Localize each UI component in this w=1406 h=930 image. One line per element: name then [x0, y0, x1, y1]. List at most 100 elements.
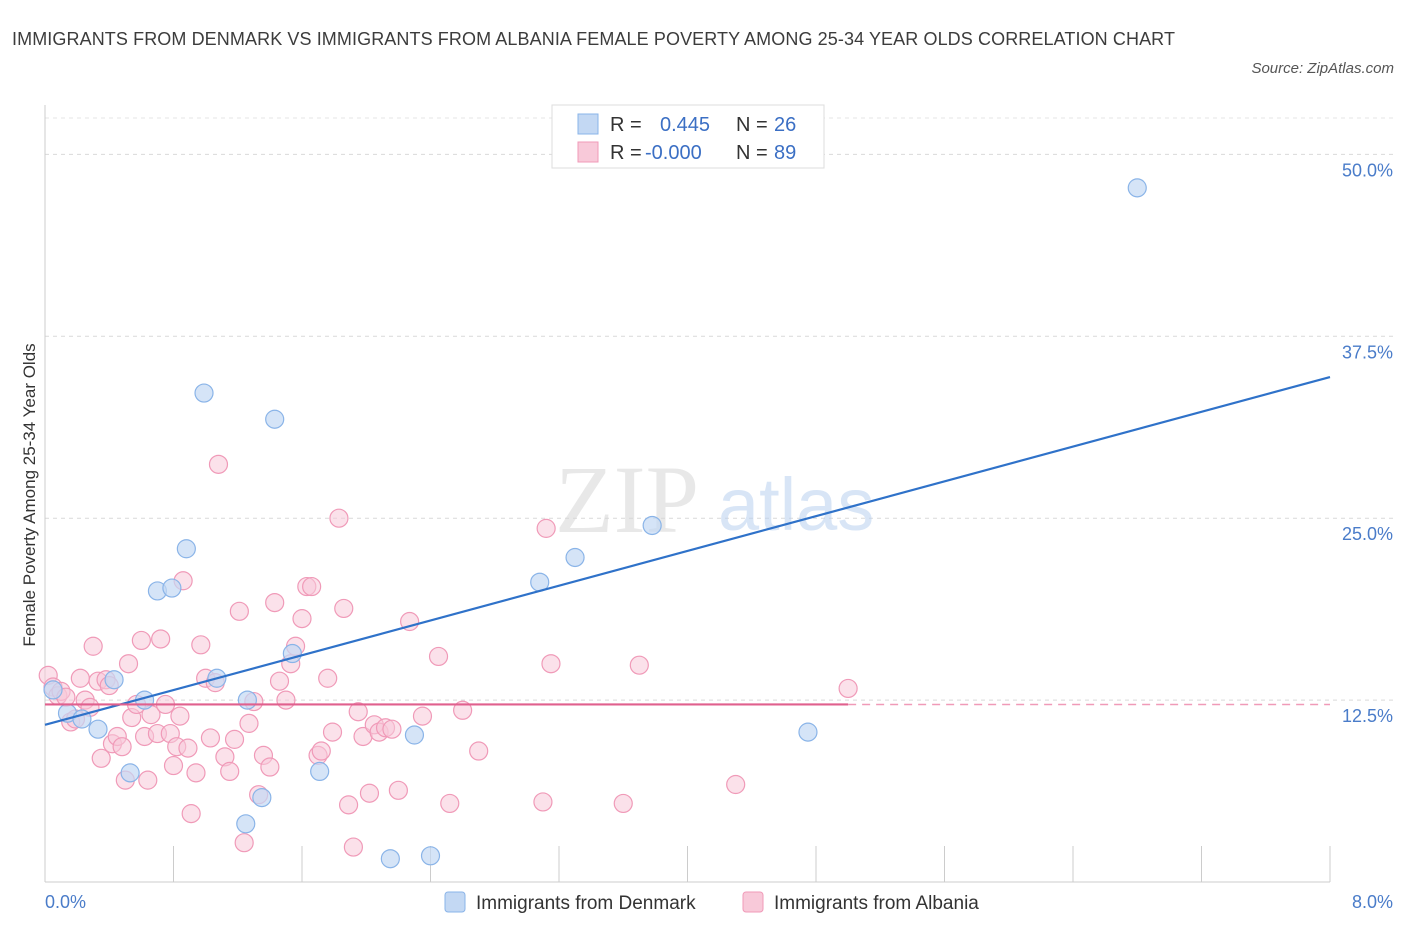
albania-point — [239, 713, 259, 733]
denmark-point — [237, 690, 257, 710]
denmark-point — [404, 725, 425, 745]
chart-title: IMMIGRANTS FROM DENMARK VS IMMIGRANTS FR… — [12, 29, 1176, 49]
tick-labels: 12.5% 25.0% 37.5% 50.0% 0.0% 8.0% — [45, 160, 1393, 912]
denmark-point — [565, 547, 585, 568]
denmark-point — [642, 515, 662, 536]
legend-r-label-denmark: R = — [610, 114, 642, 136]
albania-point — [613, 793, 633, 814]
legend-n-value-albania: 89 — [774, 142, 796, 164]
denmark-point — [194, 383, 214, 403]
albania-point — [178, 738, 198, 758]
albania-point — [469, 741, 489, 761]
legend-r-label-albania: R = — [610, 142, 642, 164]
albania-point — [70, 668, 90, 688]
albania-point — [536, 518, 556, 538]
denmark-point — [104, 670, 124, 690]
denmark-point — [176, 539, 196, 559]
legend-n-label-albania: N = — [736, 142, 768, 164]
x-tick-label: 0.0% — [45, 892, 86, 912]
albania-point — [359, 783, 380, 803]
albania-point — [338, 795, 359, 815]
denmark-point — [310, 761, 330, 782]
watermark: ZIP atlas — [555, 446, 874, 553]
denmark-point — [265, 409, 285, 429]
albania-point — [343, 837, 363, 857]
y-tick-label: 25.0% — [1342, 524, 1393, 544]
albania-point — [334, 598, 354, 619]
stats-legend: R = 0.445 N = 26 R = -0.000 N = 89 — [551, 104, 825, 169]
denmark-point — [252, 787, 272, 808]
albania-point — [348, 702, 368, 722]
x-tick-label: 8.0% — [1352, 892, 1393, 912]
trend-lines — [44, 375, 1331, 726]
y-tick-label: 37.5% — [1342, 342, 1393, 362]
albania-point — [200, 728, 221, 748]
albania-point — [726, 774, 746, 795]
albania-point — [138, 770, 158, 790]
albania-point — [220, 761, 240, 782]
albania-point — [151, 629, 171, 649]
albania-point — [170, 706, 190, 726]
albania-point — [265, 592, 285, 613]
albania-point — [311, 741, 331, 761]
albania-point — [118, 654, 139, 674]
legend-r-value-albania: -0.000 — [645, 142, 702, 164]
albania-point — [292, 609, 312, 629]
albania-point — [276, 690, 296, 710]
albania-point — [412, 706, 433, 726]
series-denmark-points — [43, 178, 1147, 869]
albania-point — [208, 454, 229, 474]
albania-point — [163, 755, 184, 776]
watermark-atlas: atlas — [718, 463, 874, 546]
albania-point — [541, 654, 561, 674]
albania-point — [629, 655, 649, 675]
legend-swatch-albania — [577, 141, 599, 163]
y-axis-label: Female Poverty Among 25-34 Year Olds — [20, 343, 39, 646]
denmark-point — [88, 719, 108, 739]
denmark-trend-line — [44, 375, 1331, 726]
albania-point — [112, 737, 132, 757]
watermark-zip: ZIP — [555, 446, 699, 553]
y-tick-label: 12.5% — [1342, 706, 1393, 726]
albania-point — [224, 729, 245, 749]
chart-source: Source: ZipAtlas.com — [1251, 60, 1394, 77]
y-tick-label: 50.0% — [1342, 160, 1393, 180]
albania-point — [388, 780, 408, 800]
albania-point — [260, 757, 280, 777]
albania-point — [382, 719, 402, 739]
albania-point — [440, 793, 460, 814]
albania-point — [302, 576, 322, 597]
denmark-point — [798, 722, 818, 742]
albania-point — [83, 636, 103, 656]
albania-point — [838, 678, 858, 699]
legend-swatch-denmark — [577, 113, 599, 135]
series-legend-swatch-denmark — [444, 891, 466, 913]
series-legend-swatch-albania — [742, 891, 764, 913]
albania-point — [533, 792, 553, 812]
albania-point — [318, 668, 338, 688]
series-legend-label-albania: Immigrants from Albania — [774, 893, 979, 914]
albania-point — [186, 763, 206, 783]
albania-point — [329, 508, 349, 528]
albania-point — [453, 700, 473, 720]
albania-point — [131, 630, 151, 651]
albania-point — [269, 671, 290, 691]
denmark-point — [380, 849, 400, 869]
legend-n-value-denmark: 26 — [774, 114, 796, 136]
series-legend: Immigrants from Denmark Immigrants from … — [444, 891, 979, 914]
denmark-point — [420, 846, 441, 866]
series-legend-label-denmark: Immigrants from Denmark — [476, 893, 696, 914]
denmark-point — [43, 680, 63, 700]
legend-r-value-denmark: 0.445 — [660, 114, 710, 136]
albania-point — [322, 722, 343, 742]
denmark-point — [162, 578, 182, 598]
albania-point — [91, 748, 111, 768]
albania-point — [191, 635, 211, 655]
denmark-point — [236, 814, 256, 834]
albania-point — [428, 646, 449, 667]
legend-n-label-denmark: N = — [736, 114, 768, 136]
albania-point — [234, 833, 254, 853]
albania-point — [181, 804, 201, 824]
denmark-point — [1127, 178, 1147, 198]
